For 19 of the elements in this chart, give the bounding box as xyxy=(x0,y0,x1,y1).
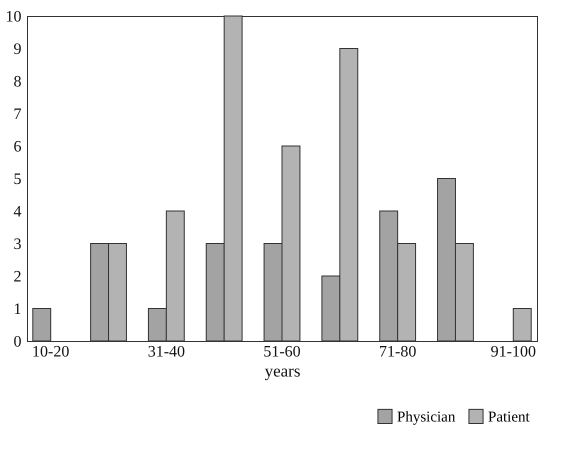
legend-label: Patient xyxy=(488,409,530,426)
y-tick-label: 5 xyxy=(14,171,22,188)
y-tick-label: 6 xyxy=(14,138,22,156)
y-tick-label: 7 xyxy=(14,106,22,123)
y-tick-label: 2 xyxy=(14,268,22,286)
y-tick-label: 3 xyxy=(14,236,22,253)
y-tick-label: 9 xyxy=(14,41,22,58)
y-tick-label: 0 xyxy=(14,334,22,350)
x-tick-label: 91-100 xyxy=(490,344,536,360)
x-tick-label: 31-40 xyxy=(148,344,186,360)
x-tick-label: 51-60 xyxy=(263,344,301,360)
y-tick-label: 8 xyxy=(14,74,22,90)
y-tick-label: 1 xyxy=(14,301,22,318)
y-tick-label: 10 xyxy=(6,8,22,26)
x-tick-label: 10-20 xyxy=(32,344,70,360)
legend-label: Physician xyxy=(397,409,456,426)
x-tick-label: 71-80 xyxy=(378,344,416,360)
x-axis-title: years xyxy=(264,362,300,380)
y-tick-label: 4 xyxy=(14,204,22,220)
